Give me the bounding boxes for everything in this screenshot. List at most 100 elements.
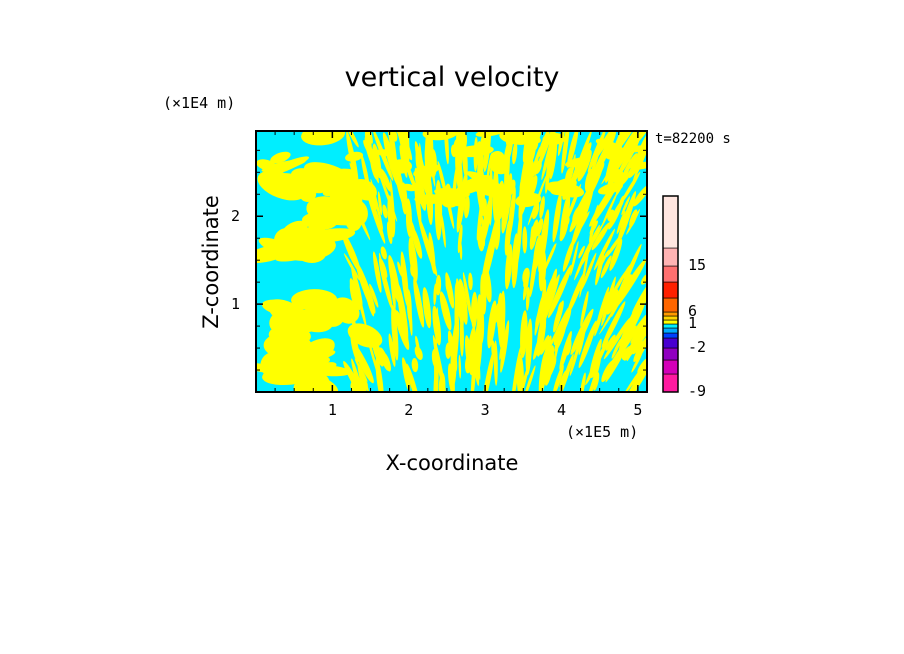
field-band [414, 194, 442, 203]
field-streak [349, 278, 361, 311]
x-tick-label: 5 [633, 401, 642, 419]
field-streak [605, 348, 626, 383]
field-streak [450, 144, 457, 158]
field-streak [608, 200, 623, 230]
field-streak [441, 213, 446, 248]
colorbar-label: 1 [688, 314, 697, 332]
field-streak [353, 342, 372, 376]
field-streak [391, 305, 399, 361]
field-streak [406, 198, 412, 222]
field-streak [575, 171, 601, 214]
field-streak [570, 241, 579, 276]
field-streak [378, 252, 386, 291]
field-streak [343, 253, 360, 281]
colorbar-label: -9 [688, 382, 706, 400]
field-band [598, 182, 623, 195]
field-streak [506, 220, 510, 238]
field-streak [535, 218, 544, 237]
field-streak [520, 310, 528, 359]
field-streak [380, 246, 387, 260]
field-streak [415, 335, 420, 354]
field-streak [582, 358, 601, 392]
field-streak [457, 224, 463, 254]
colorbar-band [662, 319, 679, 325]
colorbar-band [662, 323, 679, 329]
field-band [611, 169, 625, 184]
y-tick-label: 1 [231, 295, 240, 313]
field-streak [377, 191, 383, 216]
field-patch [313, 362, 337, 373]
field-streak [611, 258, 647, 312]
field-patch [295, 338, 335, 367]
colorbar-label: 6 [688, 302, 697, 320]
field-band [515, 192, 542, 208]
field-streak [369, 283, 379, 308]
field-streak [564, 337, 572, 356]
field-streak [435, 274, 442, 296]
field-band [489, 150, 505, 166]
field-streak [361, 154, 370, 192]
field-streak [481, 215, 486, 247]
colorbar-band [662, 359, 679, 375]
field-streak [386, 221, 393, 244]
field-streak [589, 220, 599, 235]
field-streak [616, 210, 626, 235]
field-streak [606, 289, 619, 315]
field-streak [438, 372, 446, 392]
field-streak [451, 338, 457, 386]
field-streak [502, 189, 507, 219]
field-streak [523, 320, 528, 348]
field-band [330, 176, 365, 195]
field-streak [605, 334, 616, 351]
field-streak [445, 342, 452, 359]
field-streak [629, 209, 638, 228]
field-streak [512, 141, 518, 165]
field-patch [301, 212, 337, 230]
field-streak [497, 292, 505, 350]
colorbar-band [662, 347, 679, 361]
field-streak [522, 267, 530, 284]
field-streak [366, 131, 373, 144]
field-streak [552, 192, 562, 243]
y-axis-ticks: 12 [231, 149, 647, 371]
field-streak [543, 268, 558, 317]
field-streak [633, 131, 647, 146]
field-streak [390, 260, 396, 311]
field-band [345, 151, 364, 162]
field-streak [603, 317, 631, 360]
colorbar-band [662, 332, 679, 339]
field-streak [562, 239, 575, 272]
field-streak [472, 320, 481, 381]
field-streak [601, 359, 615, 383]
field-streak [609, 238, 623, 271]
colorbar-band [662, 315, 679, 321]
field-streak [349, 307, 358, 337]
field-streak [553, 300, 564, 333]
field-streak [522, 226, 528, 254]
colorbar-band [662, 265, 679, 283]
field-streak [519, 155, 534, 190]
field-streak [504, 329, 509, 347]
chart-title: vertical velocity [345, 62, 560, 93]
field-streak [341, 230, 361, 273]
field-streak [375, 357, 384, 392]
field-streak [552, 364, 564, 392]
colorbar-band [662, 281, 679, 299]
field-streak [536, 312, 547, 357]
field-streak [525, 286, 530, 311]
field-streak [347, 188, 371, 241]
field-streak [531, 201, 540, 220]
field-streak [600, 255, 612, 279]
field-streak [433, 283, 437, 306]
field-streak [553, 308, 572, 346]
field-streak [516, 354, 524, 392]
field-streak [594, 286, 610, 337]
field-streak [408, 237, 418, 282]
field-band [550, 177, 577, 196]
colorbar-band [662, 327, 679, 334]
field-streak [540, 335, 550, 355]
field-streak [533, 234, 542, 271]
field-streak [386, 131, 398, 169]
field-streak [454, 296, 459, 346]
